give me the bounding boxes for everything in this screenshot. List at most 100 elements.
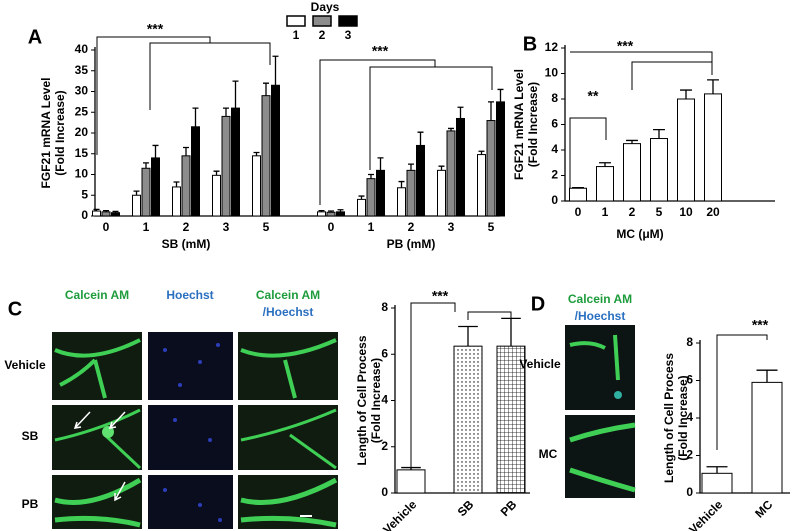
error-bar [401,466,421,470]
bar [357,198,366,217]
error-bar [756,369,778,383]
x-tick-label: Vehicle [380,497,419,531]
y-axis-label: Length of Cell Process [662,353,676,483]
y-tick-label: 40 [75,42,89,56]
error-bar [318,209,325,212]
error-bar [93,208,100,212]
error-bar [133,190,140,196]
error-bar [457,106,464,119]
error-bar [192,107,199,127]
x-tick-label: PB [498,497,520,519]
bar [376,169,385,217]
y-tick-label: 25 [75,104,89,118]
x-tick-label: MC [752,497,775,520]
y-tick-label: 8 [551,91,558,105]
y-tick-label: 20 [75,125,89,139]
bar [477,154,486,217]
bar [406,169,416,217]
bar [486,120,496,217]
bar [704,93,722,202]
micrographs-c [52,332,338,529]
y-tick-label: 8 [686,335,693,349]
row-label: Vehicle [4,358,46,372]
x-tick-label: 5 [263,220,270,234]
error-bar [263,82,269,96]
error-bar [707,79,719,94]
bar [677,98,695,202]
panel-letter: C [8,298,22,320]
x-tick-label: 1 [143,220,150,234]
x-tick-label: Vehicle [686,497,725,531]
bar [317,211,326,217]
panel-letter: A [28,26,42,48]
bar [437,169,446,217]
row-label: SB [22,429,39,443]
y-tick-label: 0 [381,485,388,499]
bar [596,166,614,202]
x-tick-label: SB [455,497,477,519]
y-tick-label: 8 [381,300,388,314]
error-bar [272,55,279,86]
bar [496,345,526,494]
bar [231,107,240,217]
column-label: Calcein AM [256,288,320,302]
y-tick-label: 2 [381,439,388,453]
bar [252,155,261,217]
bar [366,178,376,217]
row-label: PB [22,497,39,511]
bar [569,187,587,202]
bar [456,117,465,217]
x-tick-label: 2 [629,205,636,219]
significance: *** [147,21,164,37]
x-axis-label: PB (mM) [387,237,436,251]
x-tick-label: 0 [103,220,110,234]
bar [111,212,120,217]
bar [212,174,221,217]
y-tick-label: 12 [545,40,559,54]
x-tick-label: 10 [679,205,693,219]
bar [326,211,336,217]
x-tick-label: 2 [408,220,415,234]
error-bar [213,170,220,176]
bar [397,187,406,217]
error-bar [112,210,119,213]
error-bar [572,186,584,189]
error-bar [103,209,109,212]
y-tick-label: 0 [551,193,558,207]
bar [396,469,426,494]
row-label: Vehicle [519,357,561,371]
y-tick-label: 10 [75,167,89,181]
error-bar [599,162,611,167]
bar [172,186,181,217]
error-bar [501,317,521,347]
legend-label: 3 [345,28,352,42]
y-tick-label: 0 [81,208,88,222]
x-tick-label: 2 [183,220,190,234]
error-bar [337,209,344,212]
error-bar [398,180,405,188]
bar [132,194,141,217]
y-axis-label: (Fold Increase) [53,90,67,175]
bar [336,211,345,217]
error-bar [478,150,485,155]
error-bar [358,195,365,200]
legend-title: Days [311,0,340,14]
legend-label: 1 [293,28,300,42]
error-bar [408,163,414,171]
error-bar [232,80,239,109]
x-tick-label: 20 [706,205,720,219]
error-bar [488,101,494,121]
bar [271,84,280,217]
error-bar [183,146,189,156]
y-axis-label: (Fold Increase) [676,375,690,460]
y-axis-label: Length of Cell Process [355,335,369,465]
bar [650,138,668,202]
brackets [96,36,768,470]
y-tick-label: 0 [686,485,693,499]
column-label: Calcein AM [568,292,632,306]
error-bar [417,131,424,146]
column-label: Calcein AM [65,288,129,302]
bar [92,210,101,217]
error-bar [706,466,728,474]
y-axis-label: FGF21 mRNA Level [39,78,53,189]
